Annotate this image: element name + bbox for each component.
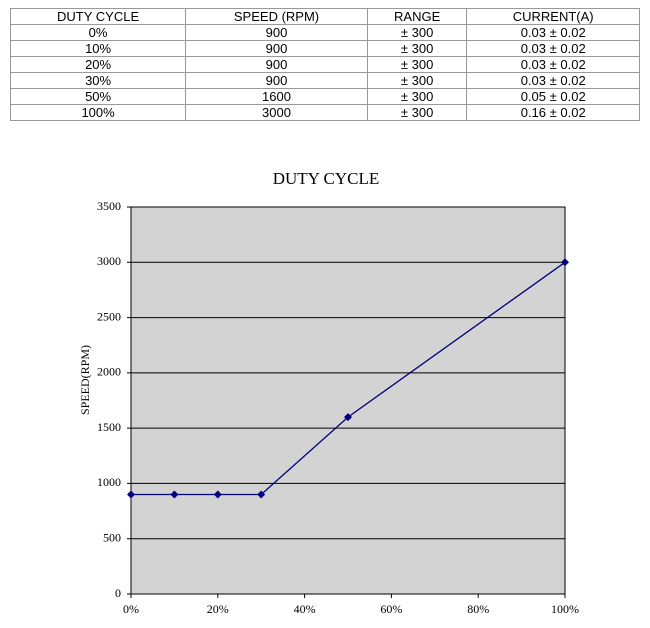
y-tick-label: 1000 [97,475,121,489]
y-tick-label: 2000 [97,365,121,379]
x-tick-label: 40% [294,602,316,616]
table-cell: 0.16 ± 0.02 [466,104,640,121]
data-point [170,490,179,499]
y-tick-label: 3000 [97,254,121,268]
table-cell: 10% [9,40,187,57]
table-row: 10% 900 ± 300 0.03 ± 0.02 [9,40,640,57]
data-point [561,258,569,267]
table-cell: 0.03 ± 0.02 [466,56,640,73]
y-tick-label: 2500 [97,309,121,323]
x-tick-label: 0% [123,602,139,616]
table-cell: 900 [185,72,368,89]
table-cell: 0% [9,24,187,41]
table-cell: 30% [9,72,187,89]
data-point [213,490,222,499]
table-row: 30% 900 ± 300 0.03 ± 0.02 [9,72,640,89]
table-row: 50% 1600 ± 300 0.05 ± 0.02 [9,88,640,105]
table-cell: 0.03 ± 0.02 [466,72,640,89]
table-row: 100% 3000 ± 300 0.16 ± 0.02 [9,104,640,121]
table-cell: 900 [185,56,368,73]
table-cell: 3000 [185,104,368,121]
data-point [257,490,266,499]
chart-title: DUTY CYCLE [273,169,380,188]
table-cell: ± 300 [366,104,468,121]
data-point [127,490,135,499]
x-tick-label: 60% [380,602,402,616]
y-tick-label: 500 [103,530,121,544]
data-table: DUTY CYCLE SPEED (RPM) RANGE CURRENT(A) 0% 90… [9,8,640,121]
table-row: 20% 900 ± 300 0.03 ± 0.02 [9,56,640,73]
data-point [344,413,352,422]
data-line [131,261,566,496]
y-axis-label: SPEED(RPM) [78,345,92,415]
x-tick-label: 80% [467,602,489,616]
x-tick-label: 20% [207,602,229,616]
plot-area [130,206,566,595]
y-tick-label: 1500 [97,420,121,434]
x-tick-label: 100% [551,602,579,616]
y-tick-label: 0 [115,586,121,600]
table-cell: 100% [9,104,187,121]
y-tick-label: 3500 [97,199,121,213]
